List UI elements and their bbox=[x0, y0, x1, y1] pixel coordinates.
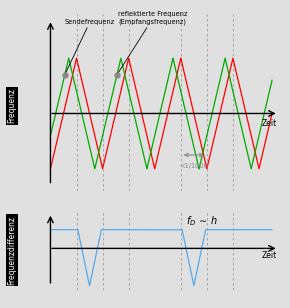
Text: $f_D$$\,\sim\,$$h$: $f_D$$\,\sim\,$$h$ bbox=[186, 215, 218, 228]
Text: Zeit: Zeit bbox=[262, 251, 277, 260]
Text: reflektierte Frequenz
(Empfangsfrequenz): reflektierte Frequenz (Empfangsfrequenz) bbox=[117, 11, 188, 75]
Text: Sendefrequenz: Sendefrequenz bbox=[65, 19, 115, 75]
Text: <1/1000: <1/1000 bbox=[180, 163, 208, 169]
Text: Frequenz: Frequenz bbox=[7, 88, 17, 124]
Text: Frequenzdifferenz: Frequenzdifferenz bbox=[7, 216, 17, 285]
Text: Zeit: Zeit bbox=[262, 119, 277, 128]
